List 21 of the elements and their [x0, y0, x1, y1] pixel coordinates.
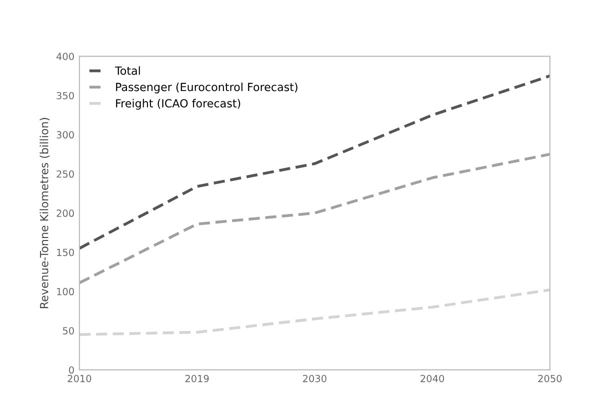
x-tick-label: 2050 — [538, 374, 562, 382]
y-tick-label: 50 — [62, 327, 74, 334]
legend-label: Passenger (Eurocontrol Forecast) — [116, 82, 298, 94]
y-tick-label: 100 — [57, 288, 74, 296]
legend-label: Total — [114, 66, 140, 75]
y-tick-label: 250 — [56, 170, 74, 178]
y-tick-label: 350 — [56, 92, 74, 100]
y-tick-label: 300 — [56, 131, 74, 138]
line-series — [79, 288, 550, 336]
x-tick-label: 2040 — [420, 374, 444, 382]
y-tick-label: 0 — [69, 366, 74, 374]
y-tick-label: 400 — [56, 52, 74, 60]
y-tick-label: 200 — [56, 210, 74, 217]
x-tick-label: 2010 — [68, 374, 92, 382]
legend-label: Freight (ICAO forecast) — [116, 98, 240, 110]
x-tick-label: 2019 — [185, 374, 209, 382]
line-series — [79, 74, 550, 250]
x-tick-label: 2030 — [303, 374, 326, 382]
y-axis-title: Revenue-Tonne Kilometres (billion) — [40, 118, 50, 308]
line-series — [79, 152, 550, 284]
y-tick-label: 150 — [57, 248, 74, 256]
